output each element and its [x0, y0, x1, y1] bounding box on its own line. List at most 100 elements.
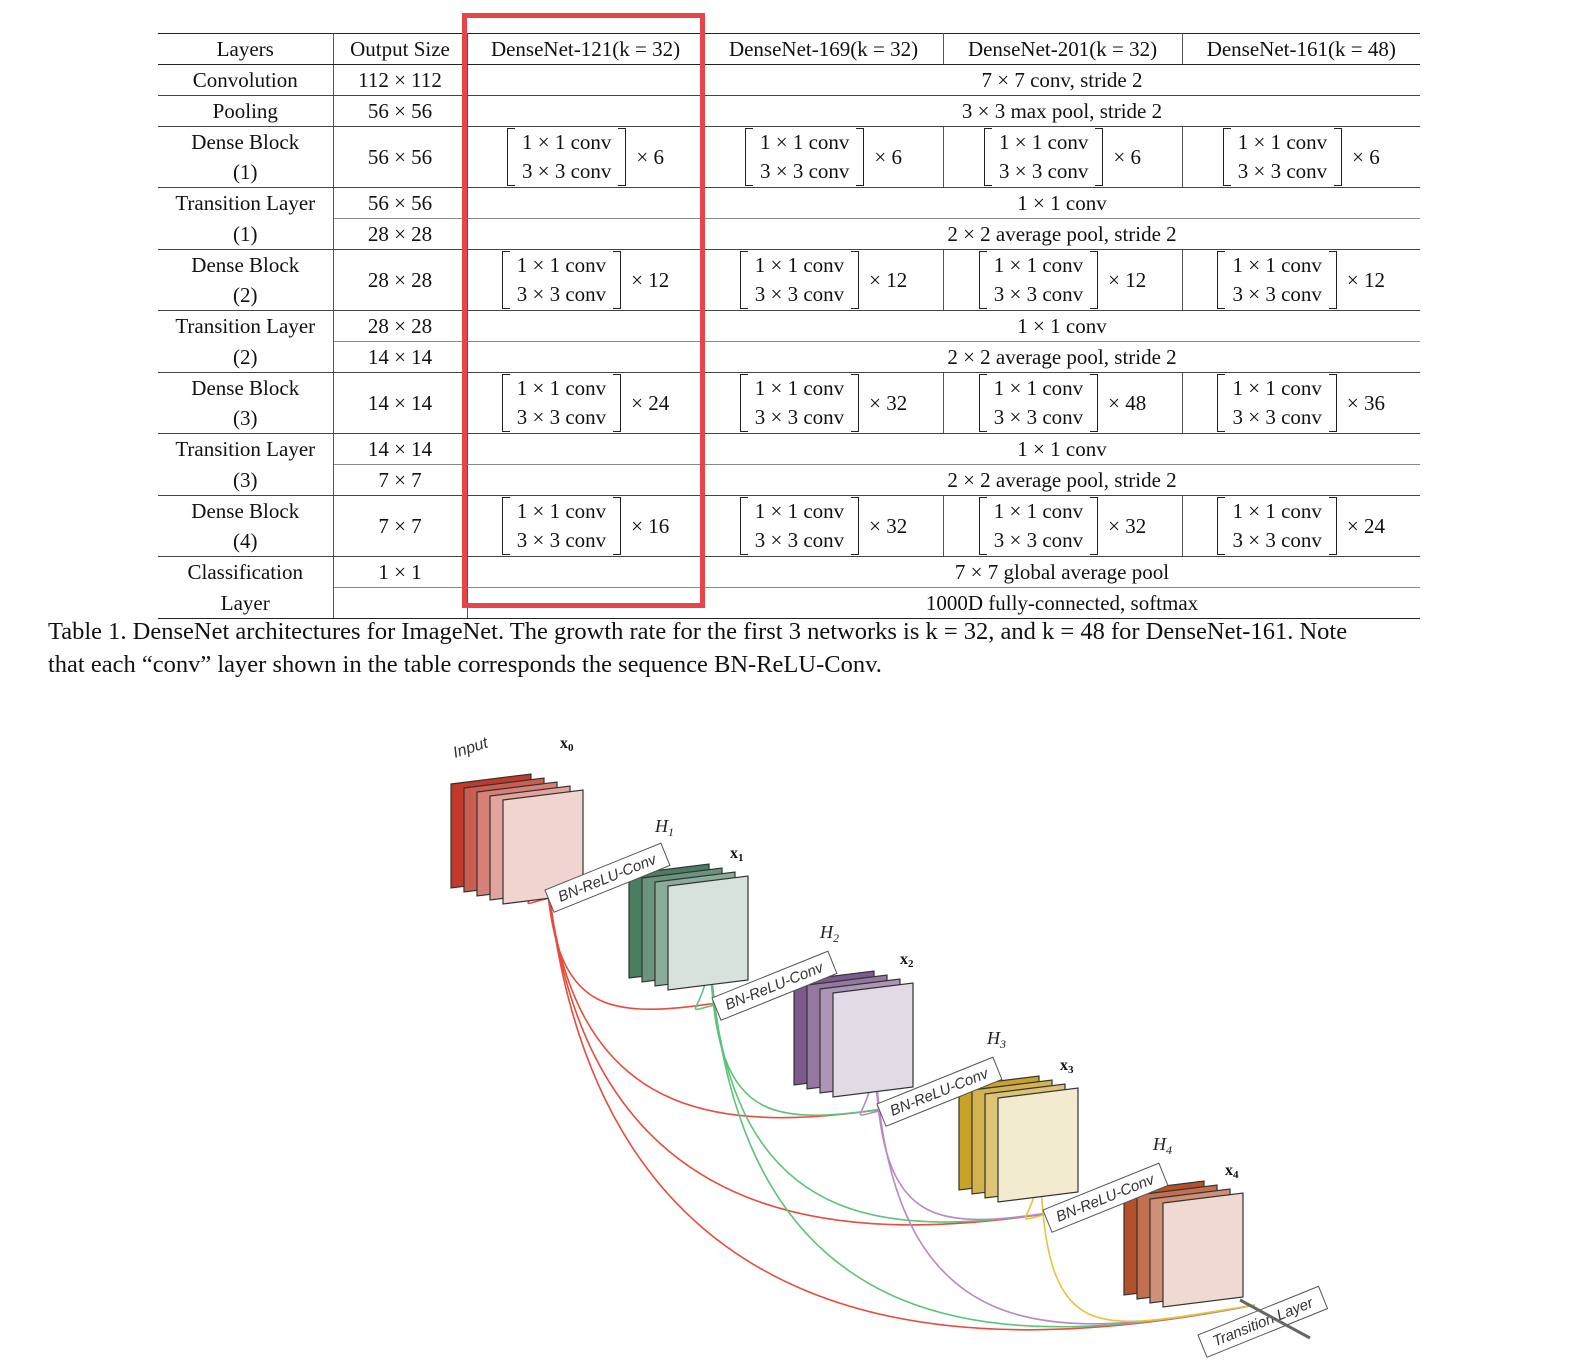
row-label-line1: Dense Block	[191, 253, 300, 277]
table-row-dense-block-3: Dense Block (3) 14 × 14 1 × 1 conv 3 × 3 c…	[158, 372, 1420, 434]
row-label-line1: Dense Block	[191, 499, 300, 523]
table-row-dense-block-4: Dense Block (4) 7 × 7 1 × 1 conv 3 × 3 con…	[158, 495, 1420, 557]
table-row-classification-b: Layer 1000D fully-connected, softmax	[158, 587, 1420, 619]
row-label: Pooling	[158, 95, 334, 127]
row-label: Transition Layer	[158, 187, 334, 219]
row-operation: 2 × 2 average pool, stride 2	[704, 218, 1420, 250]
header-output-size: Output Size	[333, 33, 468, 65]
row-label: Convolution	[158, 64, 334, 96]
table-row-convolution: Convolution 112 × 112 7 × 7 conv, stride…	[158, 64, 1420, 96]
row-operation: 2 × 2 average pool, stride 2	[704, 464, 1420, 496]
table-row-pooling: Pooling 56 × 56 3 × 3 max pool, stride 2	[158, 95, 1420, 127]
row-operation: 1 × 1 conv	[704, 310, 1420, 342]
row-label: Dense Block (3)	[158, 372, 334, 434]
row-operation: 1 × 1 conv	[704, 433, 1420, 465]
row-output-size: 7 × 7	[333, 464, 468, 496]
table-row-transition-1a: Transition Layer 56 × 56 1 × 1 conv	[158, 187, 1420, 219]
row-label: Transition Layer	[158, 433, 334, 465]
table-row-transition-1b: (1) 28 × 28 2 × 2 average pool, stride 2	[158, 218, 1420, 250]
h1-label: H1	[654, 816, 674, 839]
row-label-line2: (3)	[233, 406, 258, 430]
caption-line-2: that each “conv” layer shown in the tabl…	[48, 651, 882, 678]
block-cell-201: 1 × 1 conv 3 × 3 conv × 32	[943, 495, 1183, 557]
input-label: Input	[451, 734, 491, 761]
row-label: (2)	[158, 341, 334, 373]
row-output-size: 28 × 28	[333, 310, 468, 342]
block-cell-169: 1 × 1 conv 3 × 3 conv × 12	[704, 249, 944, 311]
block-cell-201: 1 × 1 conv 3 × 3 conv × 6	[943, 126, 1183, 188]
transition-layer-label: Transition Layer	[1210, 1294, 1316, 1350]
row-output-size: 28 × 28	[333, 218, 468, 250]
block-cell-169: 1 × 1 conv 3 × 3 conv × 32	[704, 372, 944, 434]
header-densenet-201: DenseNet-201(k = 32)	[943, 33, 1183, 65]
row-output-size: 14 × 14	[333, 341, 468, 373]
caption-line-1: Table 1. DenseNet architectures for Imag…	[48, 618, 1348, 645]
row-output-size: 28 × 28	[333, 249, 468, 311]
block-cell-169: 1 × 1 conv 3 × 3 conv × 6	[704, 126, 944, 188]
dense-connection	[1039, 1161, 1256, 1323]
transition-arrow	[1239, 1298, 1311, 1340]
row-label-line2: (4)	[233, 529, 258, 553]
header-densenet-121: DenseNet-121(k = 32)	[467, 33, 705, 65]
table-row-transition-2a: Transition Layer 28 × 28 1 × 1 conv	[158, 310, 1420, 342]
feature-stack-4	[1123, 1180, 1244, 1308]
row-output-size: 56 × 56	[333, 126, 468, 188]
row-output-size: 56 × 56	[333, 187, 468, 219]
row-operation: 7 × 7 global average pool	[704, 556, 1420, 588]
architecture-table-wrap: Layers Output Size DenseNet-121(k = 32) …	[158, 33, 1420, 619]
row-label-line2: (1)	[233, 160, 258, 184]
row-label-line1: Dense Block	[191, 130, 300, 154]
row-operation: 1 × 1 conv	[704, 187, 1420, 219]
block-cell-161: 1 × 1 conv 3 × 3 conv × 12	[1182, 249, 1420, 311]
feature-map-slice	[1162, 1192, 1244, 1308]
row-label: Layer	[158, 587, 334, 619]
row-output-size: 1 × 1	[333, 556, 468, 588]
row-label-line1: Dense Block	[191, 376, 300, 400]
row-operation: 1000D fully-connected, softmax	[704, 587, 1420, 619]
feature-map-slice	[667, 875, 749, 991]
feature-stack-3	[958, 1075, 1079, 1203]
block-cell-201: 1 × 1 conv 3 × 3 conv × 48	[943, 372, 1183, 434]
table-row-transition-3a: Transition Layer 14 × 14 1 × 1 conv	[158, 433, 1420, 465]
block-cell-121: 1 × 1 conv 3 × 3 conv × 24	[467, 372, 705, 434]
table-row-dense-block-1: Dense Block (1) 56 × 56 1 × 1 conv 3 × 3 c…	[158, 126, 1420, 188]
table-header-row: Layers Output Size DenseNet-121(k = 32) …	[158, 33, 1420, 65]
block-cell-169: 1 × 1 conv 3 × 3 conv × 32	[704, 495, 944, 557]
row-output-size	[333, 587, 468, 619]
h2-label: H2	[819, 922, 839, 945]
densenet-121-highlight-box	[462, 13, 705, 608]
row-label: (1)	[158, 218, 334, 250]
x0-label: x0	[560, 735, 574, 754]
row-output-size: 14 × 14	[333, 433, 468, 465]
block-cell-121: 1 × 1 conv 3 × 3 conv × 6	[467, 126, 705, 188]
row-label: (3)	[158, 464, 334, 496]
dense-block-diagram: BN-ReLU-ConvBN-ReLU-ConvBN-ReLU-ConvBN-R…	[450, 734, 1329, 1358]
dense-connection	[544, 846, 1106, 1226]
block-cell-161: 1 × 1 conv 3 × 3 conv × 36	[1182, 372, 1420, 434]
x2-label: x2	[900, 951, 914, 970]
row-output-size: 7 × 7	[333, 495, 468, 557]
feature-stack-1	[628, 863, 749, 991]
table-row-dense-block-2: Dense Block (2) 28 × 28 1 × 1 conv 3 × 3 c…	[158, 249, 1420, 311]
block-cell-201: 1 × 1 conv 3 × 3 conv × 12	[943, 249, 1183, 311]
table-row-transition-3b: (3) 7 × 7 2 × 2 average pool, stride 2	[158, 464, 1420, 496]
row-operation: 7 × 7 conv, stride 2	[704, 64, 1420, 96]
table-caption: Table 1. DenseNet architectures for Imag…	[48, 615, 1548, 681]
table-row-classification-a: Classification 1 × 1 7 × 7 global averag…	[158, 556, 1420, 588]
row-label: Dense Block (4)	[158, 495, 334, 557]
x4-label: x4	[1225, 1162, 1239, 1181]
header-densenet-169: DenseNet-169(k = 32)	[704, 33, 944, 65]
row-output-size: 14 × 14	[333, 372, 468, 434]
x1-label: x1	[730, 845, 744, 864]
h3-label: H3	[986, 1028, 1006, 1051]
block-cell-161: 1 × 1 conv 3 × 3 conv × 24	[1182, 495, 1420, 557]
row-label-line2: (2)	[233, 283, 258, 307]
row-output-size: 112 × 112	[333, 64, 468, 96]
feature-map-slice	[997, 1087, 1079, 1203]
header-densenet-161: DenseNet-161(k = 48)	[1182, 33, 1420, 65]
row-operation: 2 × 2 average pool, stride 2	[704, 341, 1420, 373]
feature-map-stacks	[450, 773, 1244, 1308]
x3-label: x3	[1060, 1057, 1074, 1076]
block-cell-121: 1 × 1 conv 3 × 3 conv × 12	[467, 249, 705, 311]
feature-stack-2	[793, 970, 914, 1098]
